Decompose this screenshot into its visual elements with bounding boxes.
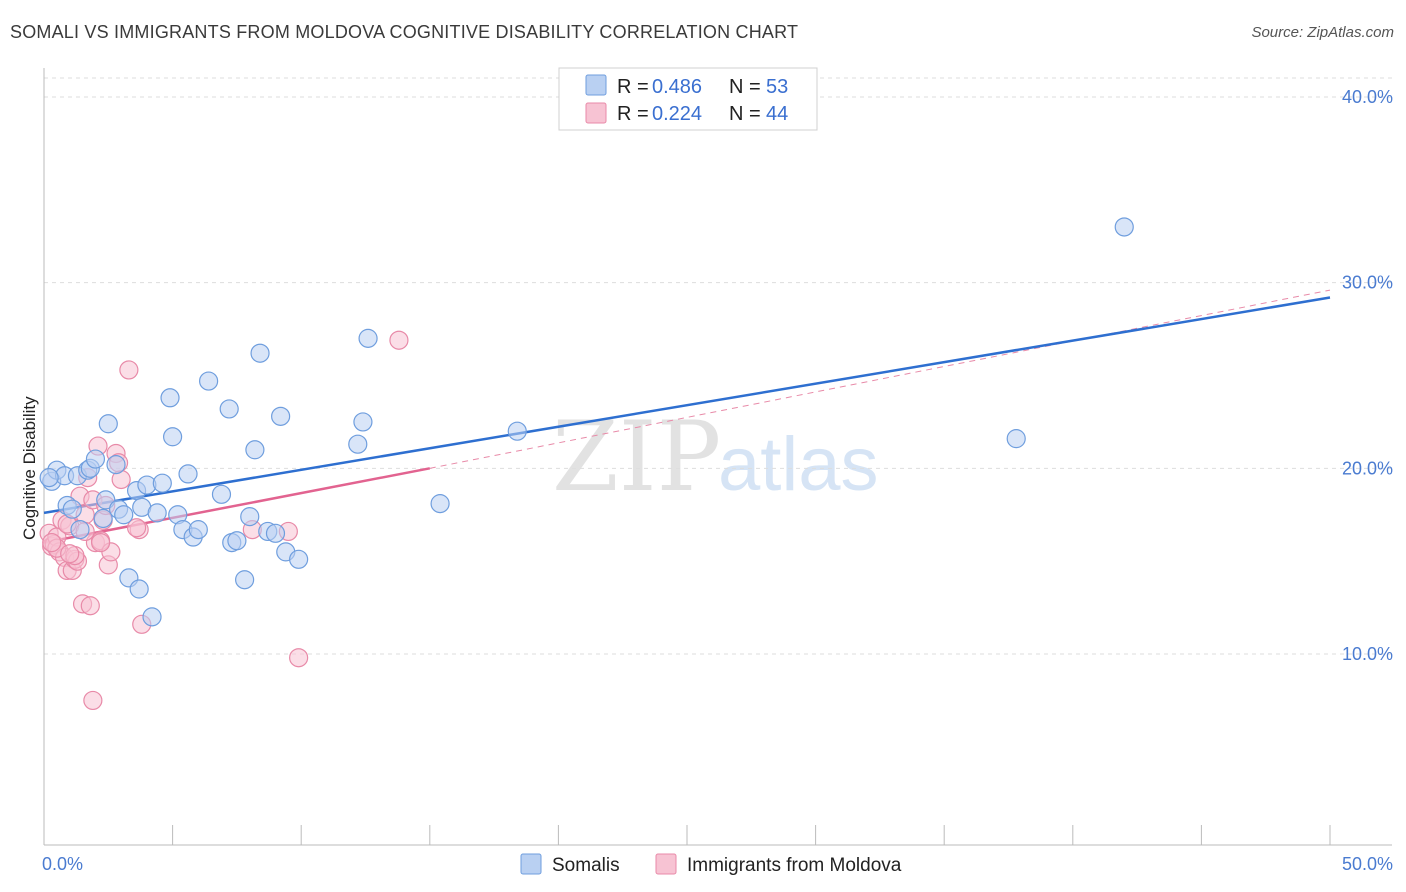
point-somali (98, 414, 118, 434)
bottom-legend-moldova: Immigrants from Moldova (687, 855, 902, 876)
point-somali (152, 473, 172, 493)
x-tick-label: 50.0% (1342, 854, 1393, 874)
point-somali (199, 371, 219, 391)
chart-title: SOMALI VS IMMIGRANTS FROM MOLDOVA COGNIT… (10, 22, 799, 42)
legend-r-value-2: 0.224 (652, 103, 702, 125)
trend-line-moldova-extrapolated (429, 289, 1331, 469)
legend-r-label-2: R = (617, 103, 649, 125)
point-somali (93, 508, 113, 529)
point-somali (211, 484, 232, 504)
bottom-legend-somalis: Somalis (552, 855, 620, 876)
point-somali (147, 503, 167, 523)
legend-n-label-1: N = (729, 76, 761, 98)
data-points (39, 217, 1134, 711)
point-somali (358, 328, 378, 348)
point-somali (219, 399, 239, 419)
point-moldova (289, 648, 309, 668)
point-somali (353, 412, 373, 432)
trend-lines (43, 289, 1331, 544)
y-tick-labels: 10.0% 20.0% 30.0% 40.0% (1342, 87, 1393, 664)
y-tick-label: 30.0% (1342, 273, 1393, 293)
point-somali (348, 434, 368, 454)
point-somali (250, 343, 270, 363)
watermark-atlas: atlas (718, 422, 879, 507)
legend-n-label-2: N = (729, 103, 761, 125)
x-tick-labels: 0.0% 50.0% (42, 854, 1393, 874)
point-somali (62, 499, 82, 519)
y-axis-label: Cognitive Disability (20, 396, 39, 540)
trend-line-somalis (43, 296, 1331, 515)
point-somali (39, 468, 59, 488)
point-somali (188, 520, 208, 540)
point-moldova (389, 330, 409, 350)
trend-line-moldova (43, 467, 431, 544)
point-somali (96, 490, 116, 510)
axes (43, 68, 1392, 846)
legend-r-label-1: R = (617, 76, 649, 98)
point-somali (235, 570, 255, 590)
point-somali (142, 607, 162, 627)
point-somali (245, 440, 265, 460)
y-tick-label: 10.0% (1342, 644, 1393, 664)
point-somali (507, 421, 527, 441)
legend-r-value-1: 0.486 (652, 76, 702, 98)
legend-n-value-2: 44 (766, 103, 788, 125)
y-tick-label: 40.0% (1342, 87, 1393, 107)
correlation-legend: R = 0.486 N = 53 R = 0.224 N = 44 (558, 67, 818, 131)
point-moldova (119, 360, 139, 380)
legend-swatch-somalis (585, 74, 607, 96)
point-somali (265, 523, 286, 543)
source-credit: Source: ZipAtlas.com (1251, 24, 1394, 41)
y-tick-label: 20.0% (1342, 458, 1393, 478)
point-somali (163, 427, 183, 447)
point-somali (271, 406, 291, 426)
point-moldova (42, 532, 62, 553)
point-somali (178, 464, 198, 484)
point-somali (85, 449, 106, 469)
point-moldova (80, 596, 100, 616)
watermark-zip: ZIP (552, 401, 721, 513)
point-somali (160, 388, 180, 408)
point-somali (70, 520, 90, 540)
point-somali (1114, 217, 1134, 237)
point-somali (114, 505, 134, 525)
legend-swatch-moldova (585, 102, 607, 124)
point-moldova (126, 518, 147, 538)
point-moldova (83, 690, 103, 711)
point-moldova (90, 532, 111, 553)
grid-lines (44, 77, 1392, 655)
point-somali (430, 494, 450, 514)
bottom-legend-swatch-moldova (655, 853, 677, 875)
point-somali (129, 579, 149, 599)
series-legend: Somalis Immigrants from Moldova (520, 853, 902, 876)
point-somali (240, 507, 260, 527)
point-somali (289, 549, 309, 569)
point-moldova (60, 544, 80, 564)
point-somali (106, 455, 126, 475)
bottom-legend-swatch-somalis (520, 853, 542, 875)
x-tick-label: 0.0% (42, 854, 83, 874)
point-somali (227, 531, 247, 551)
legend-n-value-1: 53 (766, 76, 788, 98)
point-somali (1006, 429, 1026, 449)
